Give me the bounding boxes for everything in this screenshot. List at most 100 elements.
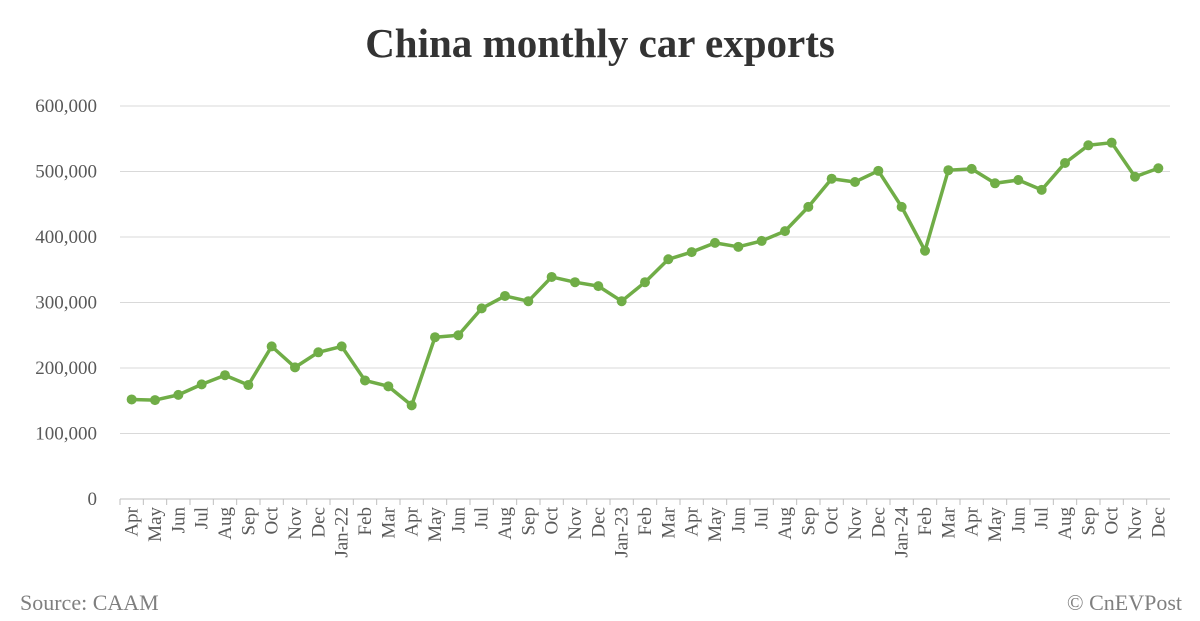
data-point [1060, 157, 1070, 168]
x-tick-label: Oct [822, 506, 843, 534]
data-point [803, 201, 814, 212]
x-tick-label: Nov [845, 507, 866, 540]
data-point [1013, 175, 1024, 186]
data-point [780, 226, 790, 237]
series-line [131, 140, 1159, 408]
data-point [523, 296, 534, 307]
x-tick-label: Oct [542, 506, 563, 534]
x-tick-label: Aug [495, 507, 516, 540]
x-tick-label: Nov [285, 507, 306, 540]
data-point [570, 277, 580, 288]
x-tick-label: Oct [1102, 506, 1123, 534]
data-point [896, 201, 907, 212]
data-point [1130, 171, 1140, 182]
data-point [360, 375, 370, 386]
data-point [710, 237, 720, 248]
data-point [290, 362, 300, 373]
x-tick-label: Sep [238, 507, 259, 536]
data-point [686, 247, 697, 258]
data-point [943, 165, 954, 176]
data-point [1083, 140, 1094, 151]
x-tick-label: Jun [448, 507, 469, 534]
x-tick-label: Feb [355, 507, 376, 536]
x-tick-label: Dec [588, 507, 609, 538]
x-tick-label: May [425, 507, 446, 542]
x-tick-label: Jul [1032, 507, 1053, 529]
x-tick-label: Apr [962, 506, 983, 536]
data-point [430, 332, 440, 343]
x-tick-label: Oct [262, 506, 283, 534]
data-point [266, 341, 277, 352]
y-tick-label: 300,000 [35, 293, 97, 314]
x-tick-label: Jun [728, 507, 749, 534]
data-point [990, 178, 1000, 189]
x-tick-label: Aug [215, 507, 236, 540]
y-tick-label: 200,000 [35, 358, 97, 379]
data-point [616, 296, 627, 307]
data-point [220, 370, 230, 381]
credit-note: © CnEVPost [1067, 590, 1182, 615]
data-point [593, 281, 604, 292]
x-tick-label: Jul [192, 507, 213, 529]
x-tick-label: Mar [938, 506, 959, 538]
data-point [1153, 163, 1164, 174]
data-point [663, 254, 674, 265]
data-point [383, 381, 394, 392]
x-tick-label: Mar [378, 506, 399, 538]
x-tick-label: May [985, 507, 1006, 542]
source-note: Source: CAAM [20, 590, 159, 615]
x-tick-label: Jul [752, 507, 773, 529]
x-tick-label: Jan-24 [892, 507, 913, 558]
x-tick-label: Nov [1125, 507, 1146, 540]
x-tick-label: Aug [775, 507, 796, 540]
x-tick-label: Jul [472, 507, 493, 529]
data-point [196, 379, 207, 390]
x-tick-label: Nov [565, 507, 586, 540]
data-point [850, 176, 860, 187]
x-tick-label: Dec [868, 507, 889, 538]
x-tick-label: Jun [168, 507, 189, 534]
x-tick-label: Aug [1055, 507, 1076, 540]
x-tick-label: Apr [402, 506, 423, 536]
data-point [476, 303, 487, 314]
data-point [453, 330, 464, 341]
data-point [1036, 184, 1047, 195]
x-tick-label: Dec [1148, 507, 1169, 538]
data-point [826, 173, 837, 184]
x-tick-label: May [705, 507, 726, 542]
x-tick-label: May [145, 507, 166, 542]
data-point [546, 271, 557, 282]
y-tick-label: 600,000 [35, 96, 97, 117]
x-tick-label: Sep [798, 507, 819, 536]
data-point [756, 235, 767, 246]
x-tick-label: Apr [122, 506, 143, 536]
x-tick-label: Dec [308, 507, 329, 538]
x-tick-label: Mar [658, 506, 679, 538]
y-tick-label: 400,000 [35, 227, 97, 248]
data-point [150, 395, 160, 406]
data-point [173, 389, 184, 400]
x-tick-label: Sep [518, 507, 539, 536]
data-point [126, 394, 137, 405]
chart-title: China monthly car exports [365, 20, 835, 66]
x-tick-label: Apr [682, 506, 703, 536]
y-tick-label: 100,000 [35, 424, 97, 445]
y-tick-label: 500,000 [35, 162, 97, 183]
x-tick-label: Jan-22 [332, 507, 353, 558]
data-point [1106, 137, 1117, 148]
y-tick-label: 0 [88, 489, 98, 510]
x-tick-label: Jun [1008, 507, 1029, 534]
data-point [243, 380, 254, 391]
data-point [500, 290, 510, 301]
data-point [873, 165, 884, 176]
x-tick-label: Feb [915, 507, 936, 536]
data-point [966, 163, 977, 174]
x-tick-label: Jan-23 [612, 507, 633, 558]
data-point [406, 400, 417, 411]
data-point [336, 341, 347, 352]
x-tick-label: Feb [635, 507, 656, 536]
data-point [640, 277, 650, 288]
data-point [920, 245, 930, 256]
data-point [733, 241, 744, 252]
